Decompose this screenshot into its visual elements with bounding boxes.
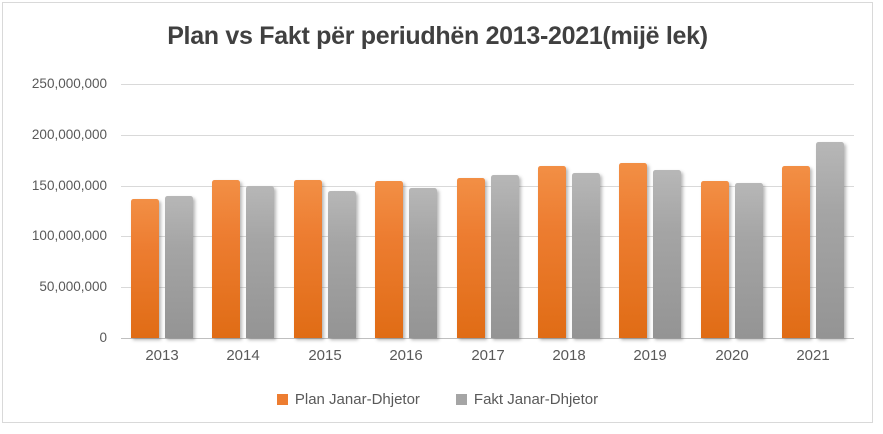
bar-fakt-2014 xyxy=(246,186,274,338)
plan-legend-label: Plan Janar-Dhjetor xyxy=(294,391,420,408)
plot-area xyxy=(121,84,854,339)
chart-title: Plan vs Fakt për periudhën 2013-2021(mij… xyxy=(167,22,708,50)
chart-frame: Plan vs Fakt për periudhën 2013-2021(mij… xyxy=(2,2,873,423)
plan-legend-swatch-icon xyxy=(276,394,288,405)
bar-plan-2020 xyxy=(701,181,729,338)
x-axis-tick-label: 2015 xyxy=(308,347,342,364)
legend-item-fakt: Fakt Janar-Dhjetor xyxy=(455,391,599,408)
x-axis-tick-label: 2019 xyxy=(633,347,667,364)
x-axis-tick-label: 2018 xyxy=(552,347,586,364)
bar-plan-2019 xyxy=(619,163,647,338)
x-axis-tick-label: 2017 xyxy=(471,347,505,364)
bar-plan-2018 xyxy=(538,166,566,338)
legend: Plan Janar-Dhjetor Fakt Janar-Dhjetor xyxy=(3,391,872,408)
y-axis-tick-label: 100,000,000 xyxy=(31,228,107,243)
x-axis-tick-label: 2016 xyxy=(389,347,423,364)
fakt-legend-label: Fakt Janar-Dhjetor xyxy=(473,391,599,408)
x-axis-tick-label: 2014 xyxy=(226,347,260,364)
gridline xyxy=(121,186,854,187)
bar-fakt-2018 xyxy=(572,173,600,338)
y-axis-tick-label: 200,000,000 xyxy=(31,127,107,142)
bar-fakt-2015 xyxy=(328,191,356,338)
bar-fakt-2013 xyxy=(165,196,193,338)
bar-plan-2017 xyxy=(457,178,485,338)
bar-fakt-2016 xyxy=(409,188,437,338)
gridline xyxy=(121,287,854,288)
x-axis-line xyxy=(121,338,854,339)
fakt-legend-swatch-icon xyxy=(455,394,467,405)
bar-plan-2016 xyxy=(375,181,403,338)
bar-fakt-2020 xyxy=(735,183,763,338)
gridline xyxy=(121,236,854,237)
x-axis-tick-label: 2020 xyxy=(715,347,749,364)
y-axis-tick-label: 150,000,000 xyxy=(31,178,107,193)
bar-fakt-2017 xyxy=(491,175,519,338)
bar-plan-2015 xyxy=(294,180,322,338)
bar-plan-2021 xyxy=(782,166,810,338)
gridline xyxy=(121,135,854,136)
y-axis-tick-label: 50,000,000 xyxy=(39,279,107,294)
y-axis-tick-label: 0 xyxy=(99,330,107,345)
gridline xyxy=(121,84,854,85)
y-axis-tick-label: 250,000,000 xyxy=(31,76,107,91)
bar-fakt-2019 xyxy=(653,170,681,338)
bar-plan-2013 xyxy=(131,199,159,338)
bar-fakt-2021 xyxy=(816,142,844,338)
bar-plan-2014 xyxy=(212,180,240,338)
x-axis-tick-label: 2013 xyxy=(145,347,179,364)
legend-item-plan: Plan Janar-Dhjetor xyxy=(276,391,420,408)
x-axis-tick-label: 2021 xyxy=(796,347,830,364)
